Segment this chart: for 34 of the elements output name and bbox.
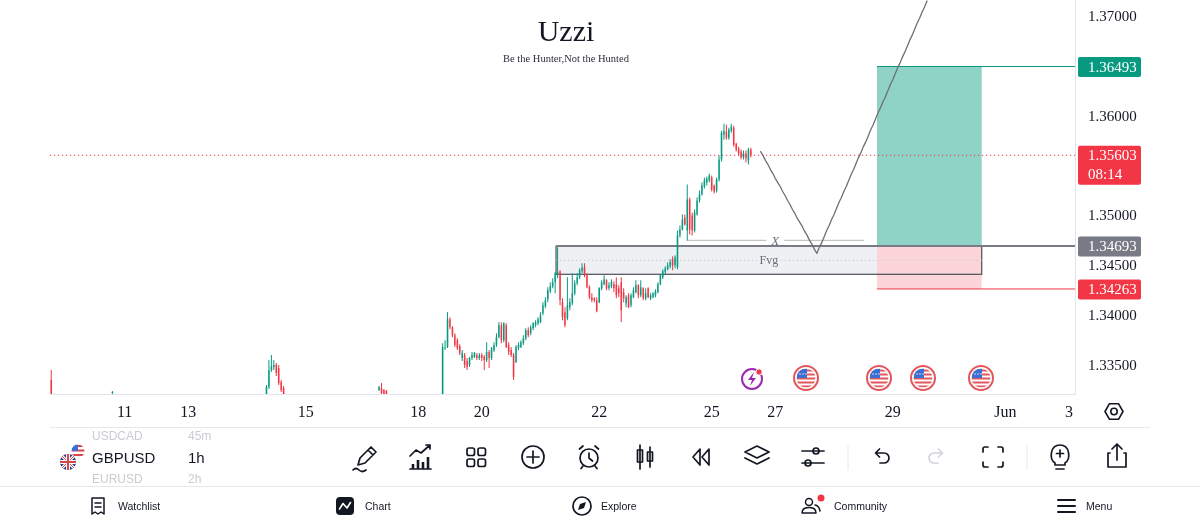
x-tick-label: 18 (410, 402, 427, 420)
y-tick-label: 1.35000 (1088, 207, 1137, 224)
y-tick-label: 1.37000 (1088, 7, 1137, 24)
ref-line-label: X (770, 232, 781, 248)
band-label: Fvg (759, 253, 779, 268)
ref-line-label: 1.36493 (1088, 58, 1137, 75)
x-tick-label: 13 (180, 402, 197, 420)
text: Watchlist (118, 500, 161, 512)
x-tick-label: 20 (473, 402, 490, 420)
y-tick-label: 1.36000 (1088, 107, 1137, 124)
x-tick-label: 27 (767, 402, 784, 420)
x-tick-label: 22 (591, 402, 608, 420)
x-tick-label: 29 (884, 402, 901, 420)
candlestick (483, 355, 486, 371)
ref-line-label: 1.35603 08:14 (1088, 147, 1137, 183)
x-tick-label: 3 (1064, 402, 1073, 420)
x-tick-label: 15 (297, 402, 314, 420)
text: Explore (601, 500, 637, 512)
x-tick-label: Jun (994, 402, 1017, 420)
x-tick-label: 25 (703, 402, 720, 420)
ref-line-label: 1.34693 (1088, 238, 1137, 255)
text: Be the Hunter,Not the Hunted (503, 52, 630, 64)
ref-line-label: 1.34263 (1088, 280, 1137, 297)
x-tick-label: 11 (116, 402, 133, 420)
y-tick-label: 1.34500 (1088, 257, 1137, 274)
text: 1h (188, 448, 205, 466)
text: Chart (365, 500, 391, 512)
text: Community (834, 500, 888, 512)
y-tick-label: 1.33500 (1088, 357, 1137, 374)
chart-title: Uzzi (537, 13, 595, 47)
line-series (760, 0, 928, 255)
text: GBPUSD (92, 448, 156, 466)
text: Menu (1086, 500, 1113, 512)
y-tick-label: 1.34000 (1088, 307, 1137, 324)
